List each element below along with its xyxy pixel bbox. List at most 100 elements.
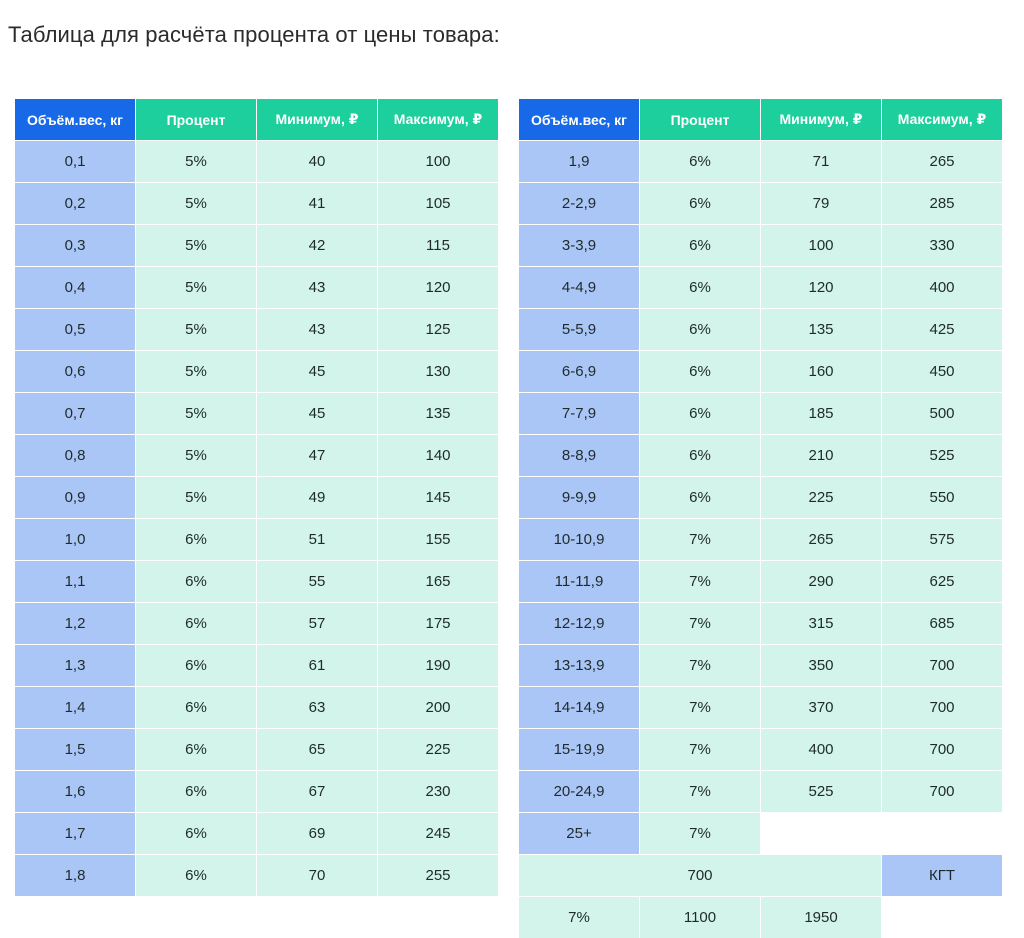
- max-price-cell: 130: [378, 351, 498, 392]
- min-price-cell: 40: [257, 141, 377, 182]
- percent-cell: 5%: [136, 183, 256, 224]
- min-price-cell: 45: [257, 393, 377, 434]
- tables-container: Объём.вес, кг Процент Минимум, ₽ Максимум, …: [15, 99, 1002, 938]
- max-price-cell: 550: [882, 477, 1002, 518]
- percent-cell: 6%: [640, 351, 760, 392]
- min-price-cell: 400: [761, 729, 881, 770]
- max-price-cell: 175: [378, 603, 498, 644]
- percent-cell: 5%: [136, 141, 256, 182]
- percent-cell: 6%: [136, 813, 256, 854]
- min-price-cell: 350: [761, 645, 881, 686]
- percent-cell: 6%: [640, 141, 760, 182]
- weight-cell: 1,0: [15, 519, 135, 560]
- percent-cell: 7%: [640, 645, 760, 686]
- max-price-cell: 285: [882, 183, 1002, 224]
- percent-cell: 6%: [640, 225, 760, 266]
- min-price-cell: 65: [257, 729, 377, 770]
- percent-cell: 6%: [640, 309, 760, 350]
- max-price-cell: 330: [882, 225, 1002, 266]
- min-price-cell: 71: [761, 141, 881, 182]
- rate-table-right: Объём.вес, кг Процент Минимум, ₽ Максимум, …: [519, 99, 1002, 938]
- weight-cell: 3-3,9: [519, 225, 639, 266]
- column-header: Минимум, ₽: [761, 99, 881, 140]
- weight-cell: 20-24,9: [519, 771, 639, 812]
- max-price-cell: 190: [378, 645, 498, 686]
- min-price-cell: 100: [761, 225, 881, 266]
- min-price-cell: 51: [257, 519, 377, 560]
- max-price-cell: 155: [378, 519, 498, 560]
- max-price-cell: 525: [882, 435, 1002, 476]
- max-price-cell: 1950: [761, 897, 881, 938]
- weight-cell: 2-2,9: [519, 183, 639, 224]
- min-price-cell: 210: [761, 435, 881, 476]
- column-header: Процент: [640, 99, 760, 140]
- weight-cell: 15-19,9: [519, 729, 639, 770]
- percent-cell: 6%: [136, 687, 256, 728]
- percent-cell: 6%: [640, 393, 760, 434]
- max-price-cell: 125: [378, 309, 498, 350]
- max-price-cell: 625: [882, 561, 1002, 602]
- min-price-cell: 225: [761, 477, 881, 518]
- min-price-cell: 290: [761, 561, 881, 602]
- max-price-cell: 120: [378, 267, 498, 308]
- max-price-cell: 200: [378, 687, 498, 728]
- percent-cell: 7%: [640, 771, 760, 812]
- weight-cell: 14-14,9: [519, 687, 639, 728]
- min-price-cell: 43: [257, 309, 377, 350]
- weight-cell: 11-11,9: [519, 561, 639, 602]
- min-price-cell: 185: [761, 393, 881, 434]
- weight-cell: 1,3: [15, 645, 135, 686]
- percent-cell: 6%: [640, 477, 760, 518]
- percent-cell: 5%: [136, 225, 256, 266]
- weight-cell: 0,7: [15, 393, 135, 434]
- min-price-cell: 67: [257, 771, 377, 812]
- min-price-cell: 160: [761, 351, 881, 392]
- weight-cell: 13-13,9: [519, 645, 639, 686]
- weight-cell: 0,9: [15, 477, 135, 518]
- percent-cell: 7%: [640, 519, 760, 560]
- weight-cell: 1,4: [15, 687, 135, 728]
- min-price-cell: 63: [257, 687, 377, 728]
- weight-cell: 1,7: [15, 813, 135, 854]
- weight-cell: 0,5: [15, 309, 135, 350]
- max-price-cell: 700: [882, 645, 1002, 686]
- min-price-cell: 1100: [640, 897, 760, 938]
- max-price-cell: 105: [378, 183, 498, 224]
- weight-cell: 10-10,9: [519, 519, 639, 560]
- percent-cell: 5%: [136, 309, 256, 350]
- weight-cell: 9-9,9: [519, 477, 639, 518]
- min-price-cell: 79: [761, 183, 881, 224]
- max-price-cell: 230: [378, 771, 498, 812]
- weight-cell: 1,8: [15, 855, 135, 896]
- max-price-cell: 700: [882, 687, 1002, 728]
- min-price-cell: 120: [761, 267, 881, 308]
- max-price-cell: 140: [378, 435, 498, 476]
- column-header: Максимум, ₽: [378, 99, 498, 140]
- min-price-cell: 525: [761, 771, 881, 812]
- min-price-cell: 265: [761, 519, 881, 560]
- weight-cell: 5-5,9: [519, 309, 639, 350]
- weight-cell: 6-6,9: [519, 351, 639, 392]
- percent-cell: 6%: [136, 855, 256, 896]
- min-price-cell: 370: [761, 687, 881, 728]
- weight-cell: 1,6: [15, 771, 135, 812]
- weight-cell: 0,3: [15, 225, 135, 266]
- percent-cell: 7%: [519, 897, 639, 938]
- column-header: Процент: [136, 99, 256, 140]
- percent-cell: 7%: [640, 561, 760, 602]
- max-price-cell: 450: [882, 351, 1002, 392]
- max-price-cell: 265: [882, 141, 1002, 182]
- weight-cell: 25+: [519, 813, 639, 854]
- weight-cell: 1,5: [15, 729, 135, 770]
- max-price-cell: 700: [882, 729, 1002, 770]
- weight-cell: 1,9: [519, 141, 639, 182]
- min-price-cell: 43: [257, 267, 377, 308]
- max-price-cell: 145: [378, 477, 498, 518]
- percent-cell: 6%: [640, 435, 760, 476]
- percent-cell: 6%: [136, 561, 256, 602]
- column-header: Максимум, ₽: [882, 99, 1002, 140]
- weight-cell: 0,1: [15, 141, 135, 182]
- percent-cell: 6%: [136, 519, 256, 560]
- weight-cell: 8-8,9: [519, 435, 639, 476]
- column-header: Минимум, ₽: [257, 99, 377, 140]
